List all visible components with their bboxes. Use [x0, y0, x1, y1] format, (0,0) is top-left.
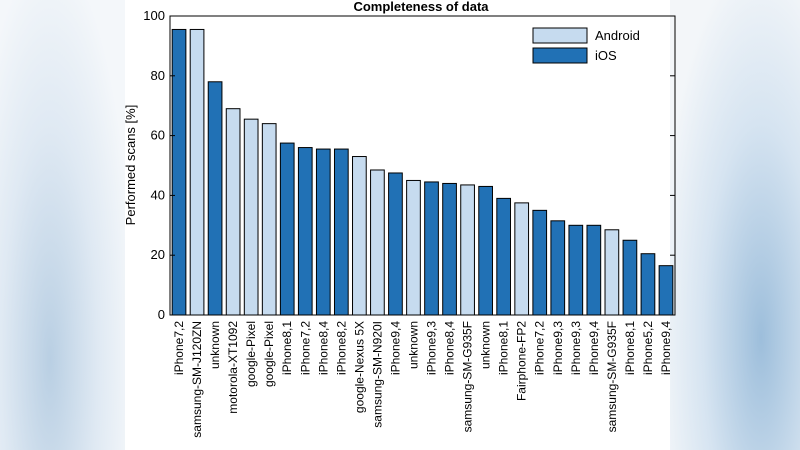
bar: [279, 142, 295, 316]
x-tick-label: iPhone8,4: [316, 321, 330, 375]
x-tick-label: unknown: [479, 321, 493, 369]
background-blur-right: [670, 0, 800, 450]
bar: [514, 202, 530, 316]
bar: [550, 220, 566, 316]
bar: [189, 28, 205, 316]
legend-swatch-ios: [532, 47, 588, 64]
x-tick-label: google-Nexus 5X: [352, 321, 366, 413]
x-tick-label: iPhone7,2: [533, 321, 547, 375]
bar: [622, 239, 638, 316]
x-tick-label: Fairphone-FP2: [515, 321, 529, 401]
bar: [370, 169, 385, 316]
legend: Android iOS: [532, 27, 640, 64]
legend-swatch-android: [532, 27, 588, 44]
x-tick-label: iPhone8,1: [280, 321, 294, 375]
y-tick-label: 0: [158, 307, 165, 322]
legend-label-ios: iOS: [595, 48, 617, 63]
bar: [352, 156, 367, 316]
bar: [225, 108, 241, 316]
x-tick-label: samsung-SM-G935F: [461, 321, 475, 432]
x-tick-label: iPhone9,3: [569, 321, 583, 375]
bar: [532, 209, 548, 316]
x-tick-label: iPhone9,4: [659, 321, 673, 375]
bar: [297, 147, 313, 316]
plot-frame: [169, 15, 676, 316]
y-tick-label: 40: [151, 187, 165, 202]
x-tick-label: iPhone8,1: [623, 321, 637, 375]
bar: [496, 197, 512, 316]
legend-label-android: Android: [595, 28, 640, 43]
x-tick-label: iPhone7,2: [172, 321, 186, 375]
x-tick-label: iPhone8,2: [334, 321, 348, 375]
x-tick-label: google-Pixel: [262, 321, 276, 387]
bar: [315, 148, 331, 316]
bar: [478, 185, 493, 316]
bar: [460, 184, 475, 316]
bar: [586, 224, 602, 316]
x-tick-label: iPhone7,2: [298, 321, 312, 375]
bar: [568, 224, 584, 316]
bar: [171, 28, 187, 316]
axes-group: iPhone7,2 samsung-SM-J120ZN unknown motorol…: [143, 8, 676, 438]
x-tick-label: iPhone9,3: [425, 321, 439, 375]
bar: [604, 229, 620, 316]
bar: [261, 123, 277, 316]
x-tick-label: google-Pixel: [244, 321, 258, 387]
x-tick-label: iPhone5,2: [641, 321, 655, 375]
bar: [424, 181, 439, 316]
y-tick-label: 20: [151, 247, 165, 262]
bar: [406, 179, 421, 316]
background-blur-left: [0, 0, 125, 450]
bars-group: [171, 28, 674, 316]
x-tick-label: samsung-SM-J120ZN: [190, 321, 204, 438]
x-tick-label: iPhone9,3: [551, 321, 565, 375]
bar: [243, 118, 259, 316]
x-tick-label: samsung-SM-G935F: [605, 321, 619, 432]
bar: [388, 172, 403, 316]
y-axis-label: Performed scans [%]: [123, 105, 138, 226]
x-tick-label: iPhone8,4: [443, 321, 457, 375]
bar: [658, 265, 674, 316]
bar: [640, 253, 656, 316]
y-tick-label: 100: [143, 8, 165, 23]
bar: [207, 81, 223, 316]
x-tick-label: unknown: [208, 321, 222, 369]
y-tick-label: 80: [151, 68, 165, 83]
chart-title: Completeness of data: [353, 0, 489, 14]
y-tick-label: 60: [151, 128, 165, 143]
bar: [333, 148, 349, 316]
x-tick-label: iPhone8,1: [497, 321, 511, 375]
x-tick-label: unknown: [406, 321, 420, 369]
x-tick-label: iPhone9,4: [388, 321, 402, 375]
x-tick-label: iPhone9,4: [587, 321, 601, 375]
x-tick-label: motorola-XT1092: [226, 321, 240, 414]
x-tick-label: samsung-SM-N920I: [370, 321, 384, 428]
bar: [442, 182, 457, 316]
